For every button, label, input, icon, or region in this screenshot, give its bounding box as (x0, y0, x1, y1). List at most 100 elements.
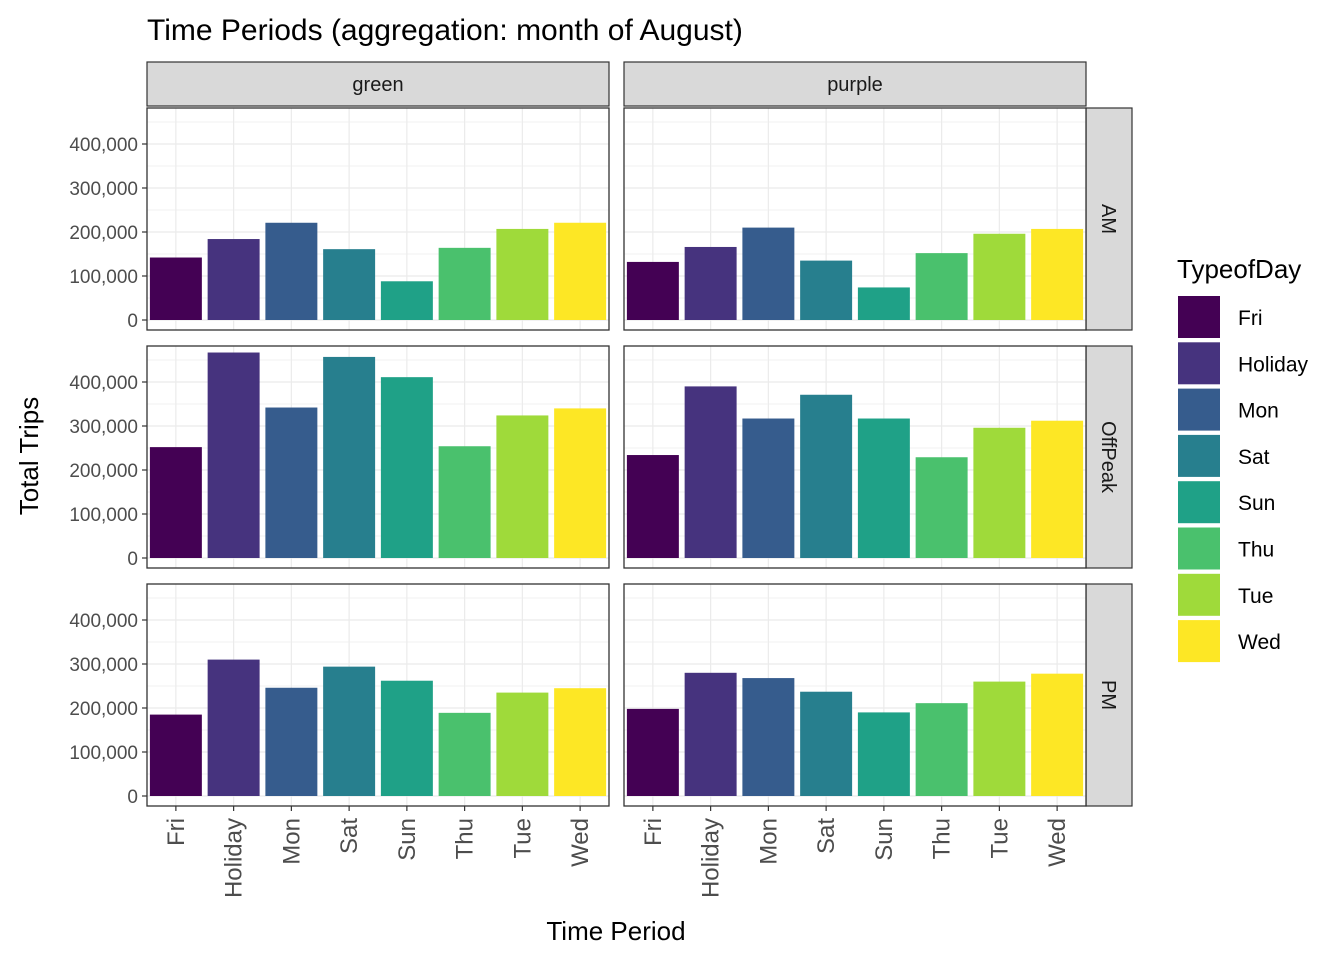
legend-label: Tue (1238, 585, 1273, 608)
legend-label: Sun (1238, 492, 1275, 515)
facet-strip-offpeak (1085, 345, 1133, 569)
bar-mon (742, 678, 795, 796)
legend: TypeofDay Fri Holiday Mon Sat Sun Thu Tue Wed (1177, 254, 1309, 663)
y-tick-label: 200,000 (69, 461, 138, 482)
legend-key-fri (1178, 296, 1220, 338)
bar-tue (973, 427, 1026, 558)
legend-label: Holiday (1238, 353, 1309, 376)
bar-fri (149, 447, 202, 558)
y-tick-label: 300,000 (69, 655, 138, 676)
bar-mon (742, 418, 795, 558)
bar-sun (380, 680, 433, 796)
x-tick-label: Mon (755, 818, 782, 865)
y-tick-label: 100,000 (69, 267, 138, 288)
bar-thu (915, 457, 968, 558)
y-tick-label: 100,000 (69, 743, 138, 764)
bar-tue (496, 692, 549, 796)
y-tick-label: 400,000 (69, 373, 138, 394)
legend-key-thu (1178, 527, 1220, 570)
bar-sun (857, 287, 910, 320)
facet-panels: green purple AM OffPeak PM (146, 61, 1133, 807)
y-tick-label: 400,000 (69, 611, 138, 632)
legend-key-mon (1178, 388, 1220, 431)
x-tick-label: Tue (509, 818, 536, 858)
legend-key-wed (1178, 620, 1220, 663)
legend-title: TypeofDay (1177, 254, 1301, 284)
panel-am-purple (623, 107, 1087, 331)
bar-holiday (207, 352, 260, 558)
x-tick-label: Mon (278, 818, 305, 865)
bar-thu (438, 712, 491, 796)
bar-fri (626, 455, 679, 558)
bar-wed (1031, 228, 1084, 320)
bar-sun (857, 418, 910, 558)
facet-strip-green (146, 61, 610, 107)
legend-label: Fri (1238, 307, 1263, 330)
y-tick-label: 200,000 (69, 223, 138, 244)
facet-strip-pm (1085, 583, 1133, 807)
legend-label: Thu (1238, 539, 1274, 562)
bar-holiday (684, 672, 737, 796)
y-tick-label: 0 (127, 311, 138, 332)
bar-holiday (207, 239, 260, 320)
panel-offpeak-green (146, 345, 610, 569)
facet-strip-label: AM (1097, 204, 1119, 234)
bar-thu (915, 253, 968, 320)
bar-holiday (684, 246, 737, 320)
facet-strip-label: PM (1097, 680, 1119, 710)
facet-strip-label: green (352, 74, 403, 96)
legend-label: Mon (1238, 400, 1279, 423)
panel-pm-green (146, 583, 610, 807)
legend-key-holiday (1178, 342, 1220, 385)
bar-sat (323, 666, 376, 796)
bar-fri (149, 714, 202, 796)
legend-key-sun (1178, 481, 1220, 524)
bar-wed (554, 688, 607, 796)
legend-key-sat (1178, 434, 1220, 477)
y-axis-title: Total Trips (14, 397, 44, 516)
x-tick-label: Holiday (221, 818, 248, 898)
y-tick-label: 300,000 (69, 179, 138, 200)
bar-thu (438, 247, 491, 320)
bar-mon (265, 407, 318, 558)
panel-border (623, 107, 1087, 331)
bar-sat (323, 249, 376, 320)
x-tick-label: Sat (813, 818, 840, 854)
chart-title: Time Periods (aggregation: month of Augu… (147, 14, 743, 47)
bar-wed (1031, 420, 1084, 558)
facet-strip-label: purple (827, 74, 883, 96)
bar-sat (800, 394, 853, 558)
x-tick-label: Thu (452, 818, 479, 859)
x-tick-label: Thu (929, 818, 956, 859)
x-tick-label: Fri (163, 818, 190, 846)
bar-sun (857, 712, 910, 796)
y-tick-label: 200,000 (69, 699, 138, 720)
x-tick-label: Sun (871, 818, 898, 861)
bar-thu (915, 703, 968, 796)
panel-pm-purple (623, 583, 1087, 807)
bar-tue (973, 681, 1026, 796)
x-tick-label: Fri (640, 818, 667, 846)
bar-tue (496, 415, 549, 558)
y-tick-label: 100,000 (69, 505, 138, 526)
y-tick-label: 0 (127, 549, 138, 570)
panel-border (146, 345, 610, 569)
bar-sat (800, 691, 853, 796)
bar-tue (496, 228, 549, 320)
bar-fri (626, 708, 679, 796)
panel-offpeak-purple (623, 345, 1087, 569)
x-axis-tick-labels: Fri Holiday Mon Sat Sun Thu Tue Wed Fri Holiday Mo… (163, 806, 1071, 898)
legend-key-tue (1178, 573, 1220, 616)
bar-tue (973, 233, 1026, 320)
x-tick-label: Wed (1044, 818, 1071, 867)
bar-mon (265, 687, 318, 796)
legend-label: Sat (1238, 446, 1270, 469)
bar-wed (554, 222, 607, 320)
bar-holiday (684, 386, 737, 558)
y-tick-label: 400,000 (69, 135, 138, 156)
bar-fri (626, 261, 679, 320)
x-tick-label: Sat (336, 818, 363, 854)
x-axis-title: Time Period (546, 916, 685, 946)
bar-sat (800, 260, 853, 320)
